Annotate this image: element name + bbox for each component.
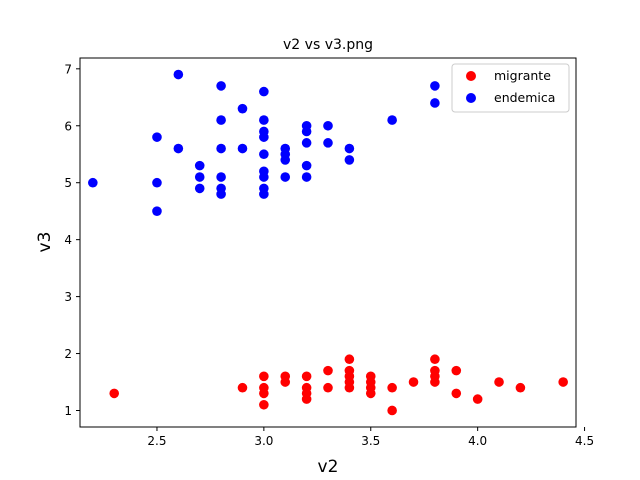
y-tick-label: 7 xyxy=(64,62,72,76)
chart-title: v2 vs v3.png xyxy=(283,37,373,53)
y-tick-label: 4 xyxy=(64,233,72,247)
data-point-migrante xyxy=(344,354,355,365)
data-point-migrante xyxy=(472,394,483,404)
data-point-migrante xyxy=(430,354,440,365)
data-point-endemica xyxy=(152,132,162,142)
data-point-endemica xyxy=(216,183,226,194)
data-point-migrante xyxy=(301,382,312,393)
data-point-migrante xyxy=(259,371,269,382)
legend: migrante endemica xyxy=(451,63,570,113)
data-point-migrante xyxy=(430,365,440,376)
y-tick-label: 1 xyxy=(64,404,72,418)
data-point-migrante xyxy=(387,382,397,393)
x-tick-label: 4.5 xyxy=(575,434,594,448)
data-point-endemica xyxy=(301,160,312,171)
data-point-migrante xyxy=(408,377,419,387)
x-tick-label: 3.0 xyxy=(254,434,273,448)
data-point-endemica xyxy=(301,120,312,131)
data-point-endemica xyxy=(280,143,291,154)
y-tick-label: 2 xyxy=(64,347,72,361)
legend-marker-migrante xyxy=(466,71,476,81)
data-point-migrante xyxy=(558,377,568,387)
x-tick-label: 3.5 xyxy=(361,434,380,448)
data-point-migrante xyxy=(451,365,462,376)
data-point-endemica xyxy=(344,155,355,165)
data-point-migrante xyxy=(494,377,504,387)
data-point-endemica xyxy=(301,172,312,182)
series-endemica xyxy=(88,69,440,216)
data-point-endemica xyxy=(387,115,397,125)
data-point-endemica xyxy=(194,183,205,194)
data-point-endemica xyxy=(323,120,333,131)
data-point-endemica xyxy=(216,143,226,154)
data-point-endemica xyxy=(430,81,440,91)
y-axis-title: v3 xyxy=(35,232,55,253)
data-point-endemica xyxy=(430,98,440,108)
y-tick-label: 6 xyxy=(64,119,72,133)
data-point-endemica xyxy=(280,172,291,182)
legend-label-migrante: migrante xyxy=(494,68,551,83)
data-point-migrante xyxy=(344,365,355,376)
data-point-endemica xyxy=(237,103,248,114)
data-point-endemica xyxy=(216,81,226,91)
data-point-endemica xyxy=(216,172,226,182)
data-point-migrante xyxy=(259,382,269,393)
data-point-endemica xyxy=(259,126,269,137)
data-point-endemica xyxy=(216,115,226,125)
data-point-endemica xyxy=(259,115,269,125)
data-point-migrante xyxy=(323,382,333,393)
x-tick-label: 2.5 xyxy=(147,434,166,448)
data-point-endemica xyxy=(259,149,269,160)
data-point-endemica xyxy=(152,206,162,216)
data-point-migrante xyxy=(451,388,462,399)
data-point-endemica xyxy=(237,143,248,154)
legend-marker-endemica xyxy=(466,93,476,103)
legend-box xyxy=(451,63,570,113)
data-point-migrante xyxy=(109,388,120,399)
axis-ticks: 2.5 3.0 3.5 4.0 4.5 1 2 3 4 5 6 7 xyxy=(64,62,594,448)
data-point-migrante xyxy=(280,371,291,382)
plot-area xyxy=(79,57,577,428)
data-point-endemica xyxy=(194,160,205,171)
data-point-endemica xyxy=(259,86,269,97)
data-point-migrante xyxy=(259,399,269,410)
data-point-endemica xyxy=(194,172,205,182)
data-point-migrante xyxy=(301,371,312,382)
x-axis-title: v2 xyxy=(318,457,339,477)
data-point-endemica xyxy=(259,166,269,177)
legend-label-endemica: endemica xyxy=(494,90,555,105)
data-point-migrante xyxy=(387,405,397,416)
data-point-endemica xyxy=(344,143,355,154)
data-point-endemica xyxy=(323,138,333,148)
data-point-endemica xyxy=(152,177,162,188)
data-points xyxy=(88,69,568,416)
series-migrante xyxy=(109,354,568,416)
data-point-migrante xyxy=(323,365,333,376)
data-point-migrante xyxy=(237,382,248,393)
data-point-migrante xyxy=(365,371,376,382)
data-point-endemica xyxy=(259,183,269,194)
data-point-endemica xyxy=(173,143,184,154)
y-tick-label: 3 xyxy=(64,290,72,304)
data-point-endemica xyxy=(88,177,98,188)
data-point-migrante xyxy=(515,382,526,393)
x-tick-label: 4.0 xyxy=(468,434,487,448)
y-tick-label: 5 xyxy=(64,176,72,190)
data-point-endemica xyxy=(301,138,312,148)
data-point-endemica xyxy=(173,69,184,80)
